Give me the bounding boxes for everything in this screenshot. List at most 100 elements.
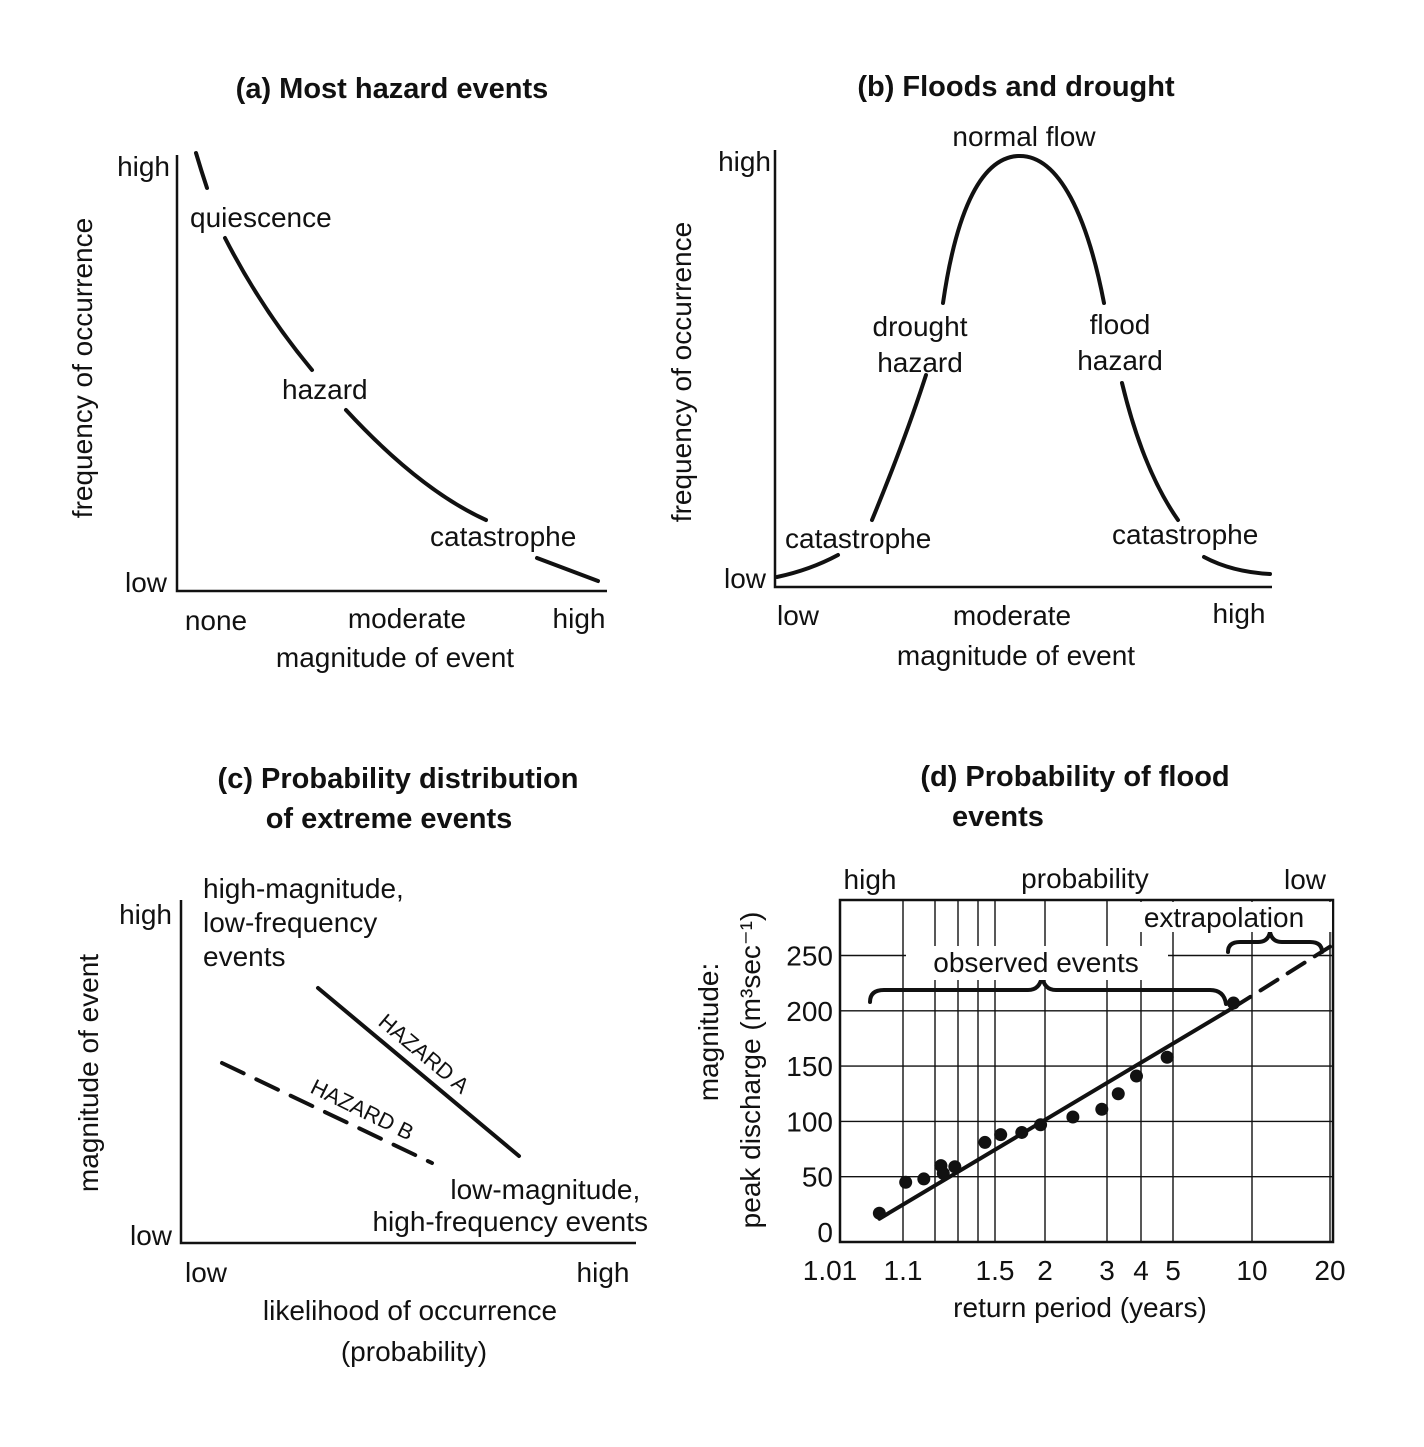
panel-a-curve-seg3	[344, 408, 488, 522]
panel-d-x-ticks: 1.01 1.1 1.5 2 3 4 5 10 20	[803, 1255, 1346, 1286]
y-tick-label: 200	[786, 996, 833, 1027]
panel-c-annotation-low-mag: low-magnitude, high-frequency events	[372, 1174, 648, 1237]
panel-d-y-ticks: 0 50 100 150 200 250	[786, 941, 833, 1249]
panel-d-brace-extrapolation	[1226, 931, 1324, 954]
x-tick-label: 1.5	[976, 1255, 1015, 1286]
data-point	[1095, 1102, 1109, 1116]
panel-b-label-catastrophe-left: catastrophe	[785, 523, 931, 554]
panel-c-label-hazard-a: HAZARD A	[374, 1009, 475, 1099]
x-tick-label: 5	[1165, 1255, 1181, 1286]
panel-d-title-line1: (d) Probability of flood	[920, 761, 1229, 793]
panel-a-x-label: magnitude of event	[276, 642, 514, 673]
panel-a-x-tick-high: high	[553, 603, 606, 634]
panel-a-label-hazard: hazard	[282, 374, 368, 405]
panel-b-label-flood: flood hazard	[1077, 309, 1163, 376]
panel-d-top-label-probability: probability	[1021, 863, 1149, 894]
panel-b-y-tick-high: high	[718, 146, 771, 177]
x-tick-label: 1.1	[884, 1255, 923, 1286]
x-tick-label: 3	[1099, 1255, 1115, 1286]
panel-c-label-hazard-b: HAZARD B	[307, 1074, 418, 1145]
panel-b-y-tick-low: low	[724, 563, 767, 594]
panel-c-line-hazard-b	[220, 1061, 434, 1165]
data-point	[1111, 1087, 1125, 1101]
data-point	[936, 1166, 950, 1180]
panel-d-y-label-line1: magnitude:	[693, 963, 724, 1102]
panel-a-curve-seg4	[535, 556, 600, 583]
panel-a-y-tick-low: low	[125, 567, 168, 598]
data-point	[899, 1175, 913, 1189]
data-point	[1160, 1050, 1174, 1064]
x-tick-label: 4	[1133, 1255, 1149, 1286]
panel-a-x-tick-none: none	[185, 605, 247, 636]
panel-b-curve-normal-flow	[941, 153, 1106, 305]
data-point	[1129, 1069, 1143, 1083]
x-tick-label: 2	[1037, 1255, 1053, 1286]
panel-d-y-label-line2: peak discharge (m³sec⁻¹)	[735, 912, 766, 1229]
panel-a: (a) Most hazard events frequency of occu…	[67, 73, 607, 673]
panel-c: (c) Probability distribution of extreme …	[73, 763, 648, 1367]
panel-c-axes	[179, 900, 636, 1245]
panel-b-x-tick-low: low	[777, 600, 820, 631]
panel-c-title-line2: of extreme events	[266, 803, 513, 835]
y-tick-label: 50	[802, 1162, 833, 1193]
panel-b-label-drought: drought hazard	[873, 311, 968, 378]
data-point	[1066, 1110, 1080, 1124]
data-point	[872, 1206, 886, 1220]
panel-d-top-label-high: high	[844, 864, 897, 895]
panel-b: (b) Floods and drought frequency of occu…	[666, 71, 1272, 671]
panel-a-y-label: frequency of occurrence	[67, 218, 98, 518]
y-tick-label: 0	[817, 1217, 833, 1248]
panel-b-label-catastrophe-right: catastrophe	[1112, 519, 1258, 550]
panel-b-curve-flood-fall	[1120, 381, 1180, 522]
panel-b-axes	[773, 150, 1272, 589]
panel-b-y-label: frequency of occurrence	[666, 222, 697, 522]
x-tick-label: 1.01	[803, 1255, 858, 1286]
panel-a-x-tick-moderate: moderate	[348, 603, 466, 634]
panel-d-top-label-low: low	[1284, 864, 1327, 895]
panel-b-curve-drought-rise	[870, 373, 928, 522]
panel-c-x-label-line1: likelihood of occurrence	[263, 1295, 557, 1326]
panel-d-observed-label-bg	[906, 946, 1168, 980]
panel-a-curve-seg1	[194, 151, 209, 190]
panel-d-x-label: return period (years)	[953, 1292, 1207, 1323]
panel-c-y-tick-low: low	[130, 1220, 173, 1251]
panel-b-curve-right-tail	[1202, 555, 1272, 576]
panel-d-title-line2: events	[952, 801, 1044, 833]
panel-c-y-label: magnitude of event	[73, 954, 104, 1192]
panel-d-label-observed: observed events	[933, 947, 1138, 978]
panel-c-x-tick-high: high	[577, 1257, 630, 1288]
panel-c-x-tick-low: low	[185, 1257, 228, 1288]
panel-b-label-normal-flow: normal flow	[952, 121, 1096, 152]
panel-d-extrapolation-label-bg	[1120, 902, 1332, 932]
panel-c-title-line1: (c) Probability distribution	[218, 763, 579, 795]
y-tick-label: 250	[786, 941, 833, 972]
y-tick-label: 150	[786, 1051, 833, 1082]
data-point	[994, 1128, 1008, 1142]
panel-b-x-label: magnitude of event	[897, 640, 1135, 671]
data-point	[917, 1172, 931, 1186]
panel-d-fit-line	[877, 1005, 1236, 1221]
panel-b-x-tick-high: high	[1213, 598, 1266, 629]
data-point	[948, 1160, 962, 1174]
panel-a-curve-seg2	[223, 236, 314, 372]
panel-c-y-tick-high: high	[119, 899, 172, 930]
data-point	[978, 1135, 992, 1149]
panel-c-x-label-line2: (probability)	[341, 1336, 487, 1367]
panel-b-title: (b) Floods and drought	[857, 71, 1175, 103]
panel-a-y-tick-high: high	[117, 151, 170, 182]
x-tick-label: 20	[1314, 1255, 1345, 1286]
panel-c-line-hazard-a	[316, 986, 521, 1158]
panel-a-label-quiescence: quiescence	[190, 202, 332, 233]
panel-d-label-extrapolation: extrapolation	[1144, 902, 1304, 933]
panel-d: (d) Probability of flood events high pro…	[693, 761, 1346, 1323]
panel-a-title: (a) Most hazard events	[236, 73, 549, 105]
panel-d-frame	[838, 898, 1335, 1244]
x-tick-label: 10	[1236, 1255, 1267, 1286]
panel-b-x-tick-moderate: moderate	[953, 600, 1071, 631]
panel-d-extrapolation-line	[1231, 944, 1332, 1010]
panel-d-points	[872, 996, 1240, 1220]
data-point	[1034, 1118, 1048, 1132]
panel-a-label-catastrophe: catastrophe	[430, 521, 576, 552]
panel-a-axes	[175, 155, 607, 593]
y-tick-label: 100	[786, 1106, 833, 1137]
